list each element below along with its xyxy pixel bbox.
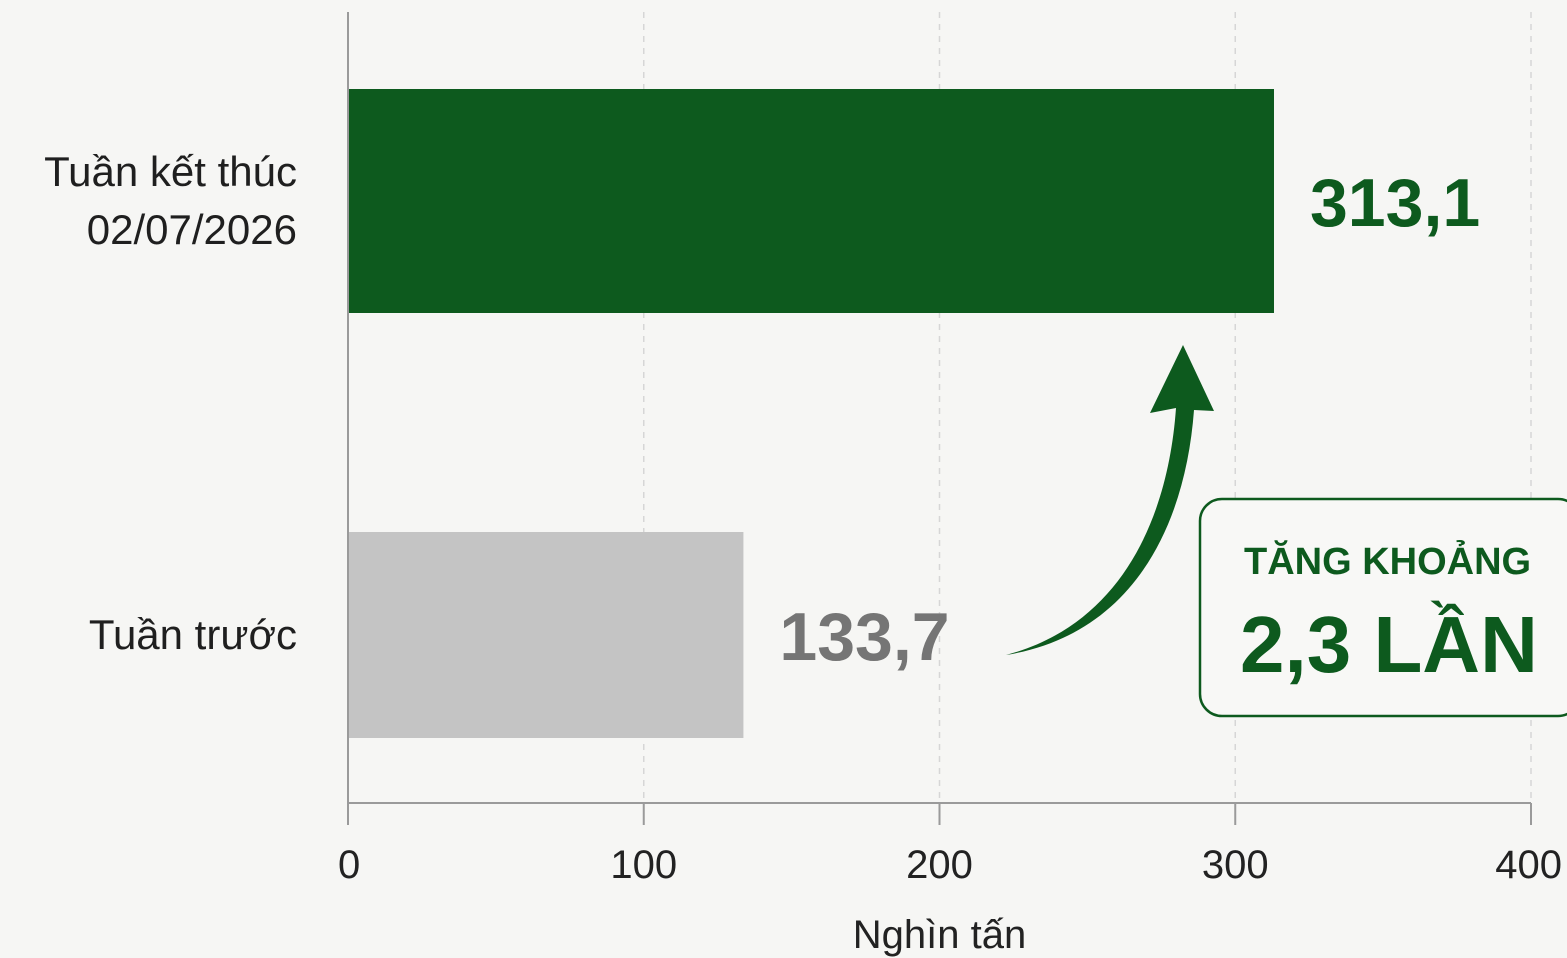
- annotation: TĂNG KHOẢNG 2,3 LẦN: [1006, 345, 1567, 718]
- axes: 0 100 200 300 400 Nghìn tấn: [338, 12, 1562, 957]
- x-axis-label: Nghìn tấn: [853, 913, 1026, 957]
- category-label-0-1: 02/07/2026: [87, 206, 297, 253]
- category-label-1-0: Tuần trước: [89, 611, 297, 658]
- category-label-0-0: Tuần kết thúc: [44, 148, 297, 195]
- annotation-line2: 2,3 LẦN: [1240, 600, 1538, 689]
- labels: 313,1 Tuần kết thúc 02/07/2026 133,7 Tuần tr…: [44, 148, 1480, 675]
- bar-1: [348, 532, 744, 738]
- annotation-line1: TĂNG KHOẢNG: [1244, 539, 1531, 583]
- x-tick-label-100: 100: [610, 843, 677, 887]
- annotation-box: [1198, 497, 1567, 718]
- value-label-0: 313,1: [1310, 165, 1480, 241]
- x-tick-label-0: 0: [338, 843, 360, 887]
- curved-arrow-up-icon: [1006, 345, 1214, 655]
- value-label-1: 133,7: [779, 599, 949, 675]
- bar-0: [348, 89, 1274, 313]
- x-tick-label-300: 300: [1202, 843, 1269, 887]
- bars: [348, 89, 1274, 738]
- x-tick-label-400: 400: [1495, 843, 1562, 887]
- x-tick-label-200: 200: [906, 843, 973, 887]
